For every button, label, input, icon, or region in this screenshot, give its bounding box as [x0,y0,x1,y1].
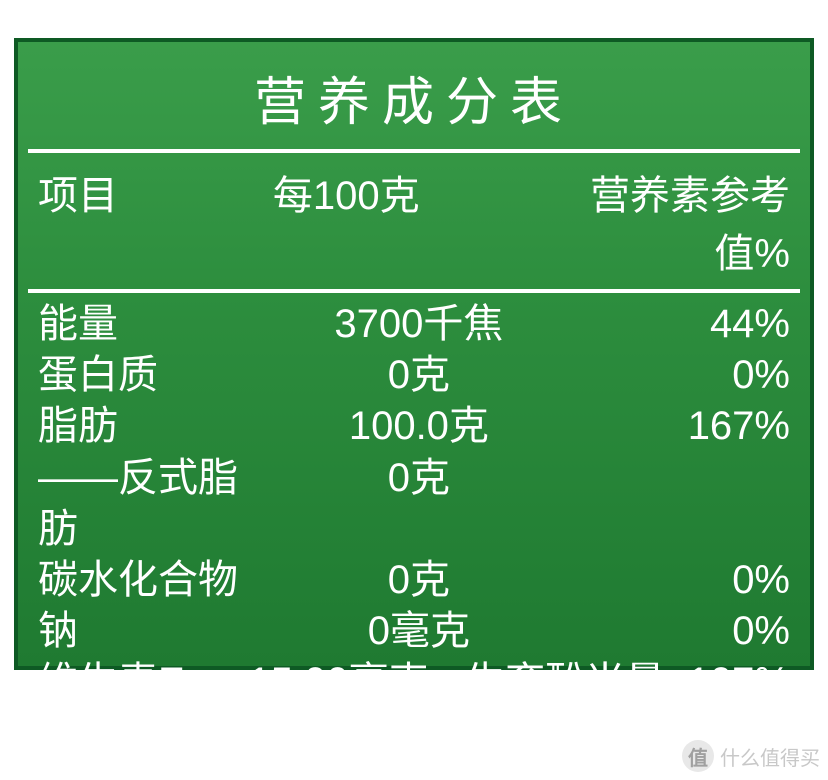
watermark-text: 什么值得买 [720,742,820,771]
cell-per100g: 0克 [243,555,595,606]
table-row: 维生素E 15.00毫克α-生育酚当量 107% [38,657,790,708]
watermark-badge: 值 [682,740,714,772]
col-nrv: 营养素参考值% [517,163,790,279]
cell-name: 蛋白质 [38,350,243,401]
table-body: 能量 3700千焦 44% 蛋白质 0克 0% 脂肪 100.0克 167% —… [18,293,810,719]
cell-per100g: 100.0克 [243,401,595,452]
cell-name: 碳水化合物 [38,555,243,606]
cell-nrv: 107% [609,657,790,708]
table-header: 项目 每100克 营养素参考值% [18,153,810,289]
col-item: 项目 [38,163,243,279]
cell-per100g: 3700千焦 [243,299,595,350]
cell-name: 能量 [38,299,243,350]
table-row: 钠 0毫克 0% [38,606,790,657]
nutrition-table: 营养成分表 项目 每100克 营养素参考值% 能量 3700千焦 44% 蛋白质… [14,38,814,670]
table-row: 能量 3700千焦 44% [38,299,790,350]
cell-nrv: 0% [595,606,790,657]
cell-nrv: 0% [595,350,790,401]
cell-name: 脂肪 [38,401,243,452]
table-row: 碳水化合物 0克 0% [38,555,790,606]
cell-per100g: 15.00毫克α-生育酚当量 [239,657,609,708]
cell-per100g: 0克 [243,453,595,504]
cell-nrv: 0% [595,555,790,606]
cell-per100g: 0克 [243,350,595,401]
table-title: 营养成分表 [18,42,810,149]
table-row: 脂肪 100.0克 167% [38,401,790,452]
cell-name: 钠 [38,606,243,657]
cell-nrv: 167% [595,401,790,452]
watermark: 值 什么值得买 [682,740,820,772]
col-per100g: 每100克 [243,163,517,279]
cell-per100g: 0毫克 [243,606,595,657]
cell-nrv: 44% [595,299,790,350]
cell-name: 维生素E [38,657,239,708]
table-row: ——反式脂肪 0克 [38,453,790,555]
table-row: 蛋白质 0克 0% [38,350,790,401]
cell-name: ——反式脂肪 [38,453,243,555]
